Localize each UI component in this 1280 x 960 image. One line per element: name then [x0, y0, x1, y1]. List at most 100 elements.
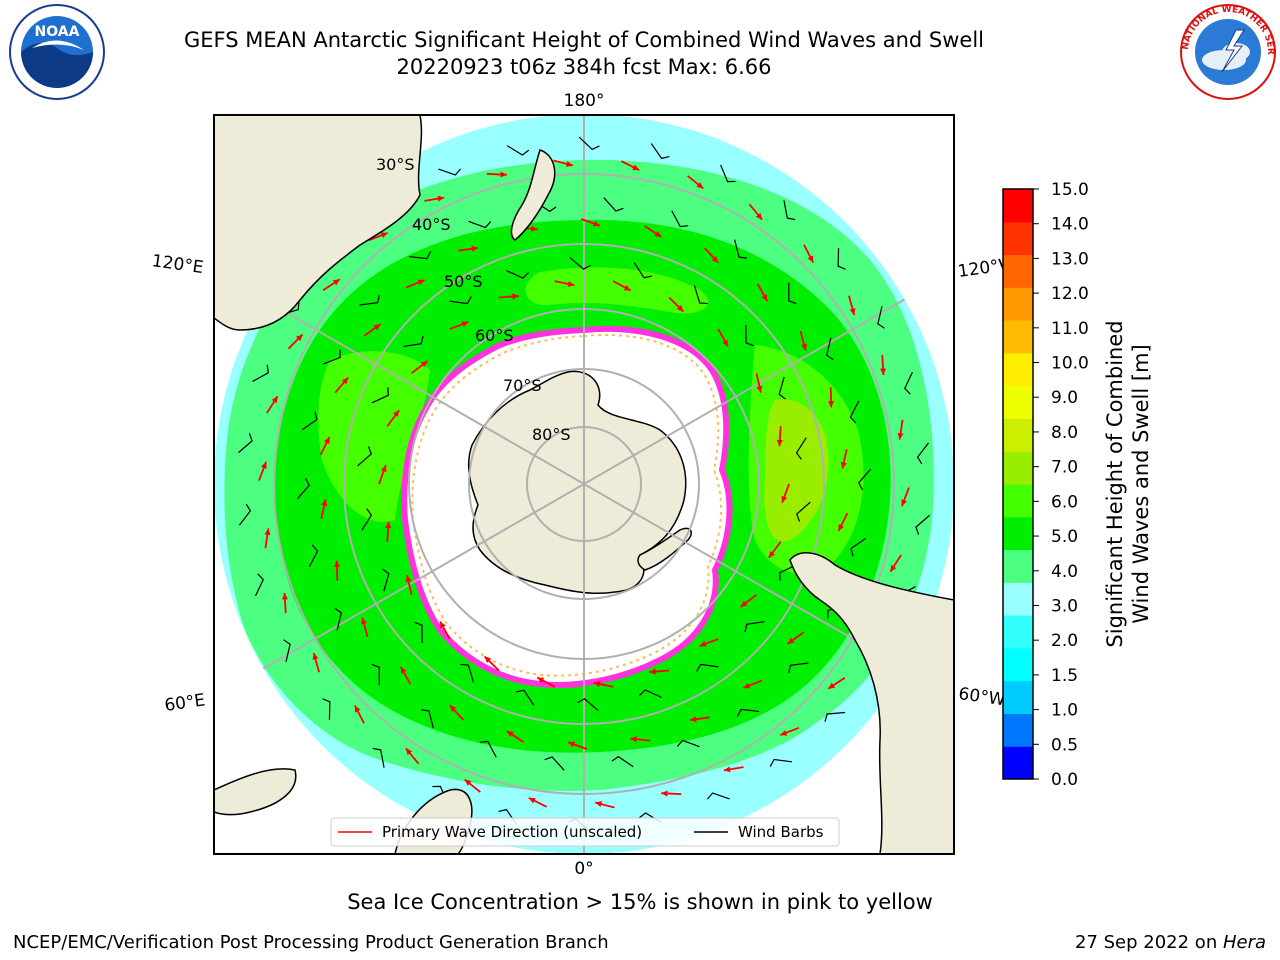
wave-direction-arrowhead — [699, 640, 707, 647]
wind-barb — [371, 663, 380, 686]
wind-barb — [252, 364, 269, 382]
wind-barb — [778, 376, 786, 400]
wave-direction-arrowhead — [567, 280, 575, 287]
colorbar-tick-label: 4.0 — [1051, 562, 1078, 582]
wave-direction-arrowhead — [723, 766, 731, 773]
wind-barb — [371, 387, 389, 404]
wave-direction-arrowhead — [828, 682, 836, 689]
wind-barb — [238, 503, 252, 526]
colorbar-segment — [1003, 746, 1033, 780]
wind-barb — [578, 136, 600, 151]
colorbar-segment — [1003, 680, 1033, 714]
colorbar-frame — [1002, 188, 1034, 780]
new-zealand-land — [510, 149, 556, 241]
wave-direction-arrowhead — [840, 461, 847, 469]
wind-barb — [779, 564, 797, 581]
wind-barb — [323, 349, 341, 365]
wind-barb — [650, 143, 670, 160]
wave-direction-arrowhead — [405, 748, 413, 756]
colorbar-tick-label: 14.0 — [1051, 215, 1089, 235]
wind-barb — [603, 197, 624, 212]
colorbar-segment — [1003, 516, 1033, 551]
wind-barb — [877, 306, 885, 329]
lon-label-0: 0° — [574, 859, 593, 879]
wave-direction-arrowhead — [537, 677, 545, 684]
colorbar-segment — [1003, 484, 1033, 518]
wind-barb — [254, 573, 264, 597]
lon-label-120e: 120°E — [151, 251, 205, 278]
wind-barb — [795, 437, 807, 460]
wave-direction-arrowhead — [323, 436, 330, 444]
lon-label-60w: 60°W — [957, 684, 1006, 710]
wave-direction-arrowhead — [593, 220, 600, 227]
colorbar-tick-label: 2.0 — [1051, 631, 1078, 651]
wave-direction-arrowhead — [380, 465, 387, 473]
wind-barb — [479, 740, 497, 758]
footer-date-text: 27 Sep 2022 on — [1075, 932, 1223, 953]
noaa-logo-icon: NOAA — [9, 4, 105, 100]
wave-direction-arrowhead — [271, 396, 278, 404]
wind-barb — [420, 709, 434, 729]
wind-barb — [736, 708, 760, 717]
wave-direction-arrowhead — [312, 652, 319, 660]
wave-direction-arrowhead — [787, 637, 795, 644]
colorbar-tick-label: 15.0 — [1051, 180, 1089, 200]
colorbar-segment — [1003, 451, 1033, 485]
colorbar-segment — [1003, 582, 1033, 616]
wind-barb — [414, 621, 423, 644]
wave-direction-arrowhead — [461, 321, 469, 328]
colorbar-tick-label: 5.0 — [1051, 527, 1078, 547]
wave-direction-arrowhead — [464, 779, 472, 786]
footer-system: Hera — [1222, 932, 1266, 953]
wave-direction-arrowhead — [261, 461, 267, 469]
wave-direction-arrowhead — [565, 160, 573, 167]
wave-direction-arrowhead — [440, 621, 446, 629]
wave-direction-arrowhead — [593, 681, 601, 688]
national-weather-service-logo-icon: NATIONAL WEATHER SERVICE — [1176, 2, 1276, 100]
wind-barb — [296, 477, 310, 500]
colorbar-tick-label: 1.0 — [1051, 701, 1078, 721]
wind-barb — [826, 337, 834, 361]
wave-direction-arrowhead — [880, 368, 887, 375]
colorbar-tick-label: 1.5 — [1051, 666, 1078, 686]
lat-label-60s: 60°S — [475, 326, 514, 345]
australia-land — [214, 115, 423, 331]
wind-barb — [468, 220, 492, 229]
sea-ice-note: Sea Ice Concentration > 15% is shown in … — [347, 890, 933, 914]
wave-direction-arrows — [238, 136, 930, 832]
wind-barb — [308, 544, 319, 568]
wind-barb — [783, 200, 796, 221]
wind-barb — [850, 537, 867, 557]
wind-barb — [372, 747, 385, 768]
lat-label-50s: 50°S — [444, 272, 483, 291]
wave-direction-arrowhead — [484, 656, 492, 664]
wave-direction-arrowhead — [801, 343, 807, 351]
wave-direction-arrowhead — [321, 499, 328, 507]
colorbar-tick-label: 13.0 — [1051, 249, 1089, 269]
south-america-land — [789, 552, 954, 854]
wind-barb — [460, 663, 475, 683]
wave-direction-arrowhead — [780, 729, 788, 736]
wind-barb — [238, 433, 253, 454]
wave-direction-arrowhead — [354, 705, 361, 713]
chart-subtitle: 20220923 t06z 384h fcst Max: 6.66 — [396, 55, 772, 79]
wind-barb — [506, 145, 530, 156]
wind-barb — [638, 689, 662, 698]
map-frame — [213, 114, 955, 855]
wave-direction-arrowhead — [400, 666, 407, 674]
wave-direction-arrowhead — [743, 682, 751, 689]
colorbar-title-line1: Significant Height of Combined — [1103, 320, 1127, 648]
colorbar-segment — [1003, 418, 1033, 452]
colorbar-segment — [1003, 320, 1033, 354]
wind-barb — [569, 256, 591, 270]
wind-barb — [671, 210, 689, 228]
wind-barb — [301, 411, 318, 431]
wind-barb — [787, 662, 809, 674]
wave-direction-arrowhead — [756, 385, 763, 393]
wind-barb — [449, 296, 472, 305]
wave-direction-arrowhead — [528, 797, 536, 804]
wave-direction-arrowhead — [420, 361, 428, 368]
wave-direction-arrowhead — [373, 324, 381, 331]
wind-barb — [611, 755, 634, 768]
